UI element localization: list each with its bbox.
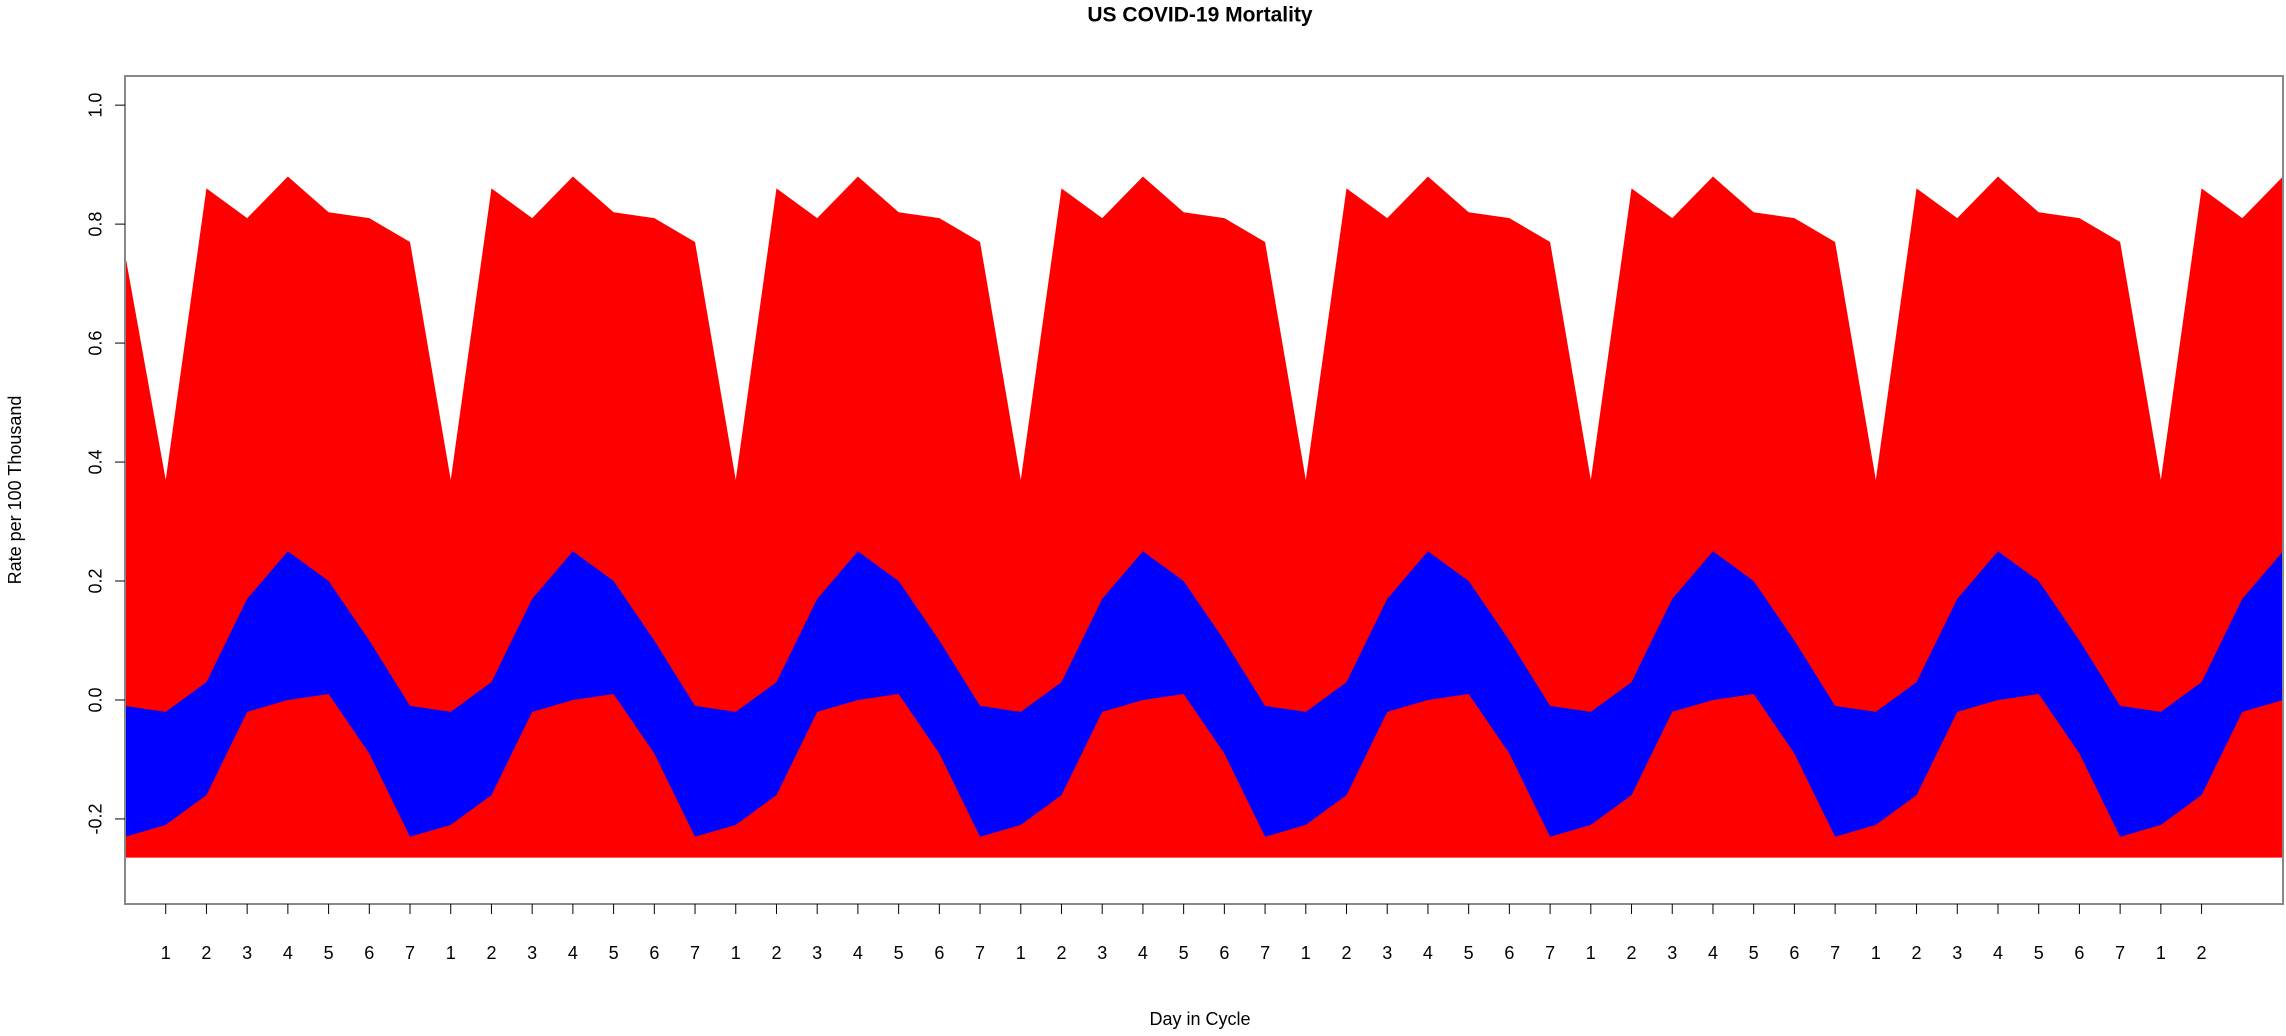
x-tick-label: 3 <box>527 943 537 963</box>
x-tick-label: 2 <box>201 943 211 963</box>
x-tick-label: 5 <box>1464 943 1474 963</box>
x-tick-label: 2 <box>486 943 496 963</box>
y-tick-label: 0.8 <box>86 212 106 237</box>
x-tick-label: 2 <box>1627 943 1637 963</box>
x-tick-label: 1 <box>1016 943 1026 963</box>
x-tick-label: 2 <box>1342 943 1352 963</box>
x-tick-label: 6 <box>364 943 374 963</box>
x-tick-label: 1 <box>161 943 171 963</box>
x-tick-label: 7 <box>975 943 985 963</box>
x-tick-label: 3 <box>1097 943 1107 963</box>
x-tick-label: 3 <box>812 943 822 963</box>
x-tick-label: 4 <box>1423 943 1433 963</box>
x-tick-label: 4 <box>853 943 863 963</box>
x-tick-label: 4 <box>568 943 578 963</box>
x-tick-label: 1 <box>446 943 456 963</box>
x-tick-label: 4 <box>1993 943 2003 963</box>
x-tick-label: 6 <box>934 943 944 963</box>
x-tick-label: 1 <box>1586 943 1596 963</box>
chart-title: US COVID-19 Mortality <box>1087 4 1313 27</box>
x-tick-label: 1 <box>731 943 741 963</box>
x-tick-label: 1 <box>1301 943 1311 963</box>
x-tick-label: 2 <box>1056 943 1066 963</box>
x-tick-label: 7 <box>1260 943 1270 963</box>
y-axis-title: Rate per 100 Thousand <box>5 396 25 585</box>
x-tick-label: 6 <box>1504 943 1514 963</box>
x-tick-label: 7 <box>1545 943 1555 963</box>
x-tick-label: 1 <box>2156 943 2166 963</box>
x-tick-label: 3 <box>242 943 252 963</box>
x-tick-label: 6 <box>1219 943 1229 963</box>
y-tick-label: 1.0 <box>86 93 106 118</box>
x-tick-label: 5 <box>609 943 619 963</box>
x-tick-label: 5 <box>894 943 904 963</box>
x-tick-label: 7 <box>690 943 700 963</box>
x-tick-label: 1 <box>1871 943 1881 963</box>
x-tick-label: 2 <box>771 943 781 963</box>
x-tick-label: 4 <box>1708 943 1718 963</box>
x-tick-label: 5 <box>1179 943 1189 963</box>
x-tick-label: 6 <box>1789 943 1799 963</box>
x-tick-label: 3 <box>1667 943 1677 963</box>
x-axis-title: Day in Cycle <box>1149 1009 1250 1029</box>
x-tick-label: 4 <box>283 943 293 963</box>
x-tick-label: 3 <box>1382 943 1392 963</box>
x-tick-label: 7 <box>1830 943 1840 963</box>
x-tick-label: 4 <box>1138 943 1148 963</box>
x-tick-label: 5 <box>2034 943 2044 963</box>
x-tick-label: 2 <box>2197 943 2207 963</box>
y-tick-label: 0.4 <box>86 450 106 475</box>
y-tick-label: 0.2 <box>86 568 106 593</box>
y-tick-label: 0.0 <box>86 687 106 712</box>
plot-frame <box>124 75 2284 905</box>
y-tick-label: -0.2 <box>86 803 106 834</box>
band <box>125 551 2283 837</box>
x-tick-label: 2 <box>1912 943 1922 963</box>
x-tick-label: 6 <box>649 943 659 963</box>
x-tick-label: 5 <box>324 943 334 963</box>
x-tick-label: 3 <box>1952 943 1962 963</box>
x-tick-label: 7 <box>2115 943 2125 963</box>
x-tick-label: 7 <box>405 943 415 963</box>
x-tick-label: 5 <box>1749 943 1759 963</box>
y-tick-label: 0.6 <box>86 331 106 356</box>
x-tick-label: 6 <box>2074 943 2084 963</box>
